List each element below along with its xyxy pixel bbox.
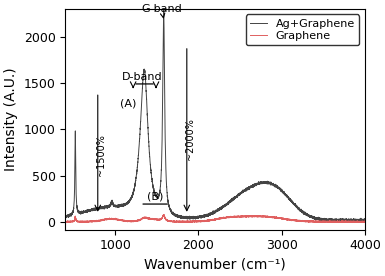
Line: Graphene: Graphene	[65, 214, 365, 222]
Ag+Graphene	[240, 190, 245, 194]
Ag+Graphene	[78, 211, 83, 214]
Graphene	[253, 214, 258, 218]
Ag+Graphene	[363, 218, 367, 221]
Graphene	[363, 220, 367, 224]
Graphene	[285, 217, 290, 221]
Ag+Graphene	[63, 214, 68, 218]
Text: (B): (B)	[147, 191, 163, 201]
Text: ~1500%: ~1500%	[96, 134, 106, 176]
Text: ~2000%: ~2000%	[185, 118, 195, 160]
Text: (A): (A)	[121, 98, 137, 108]
Graphene	[161, 213, 166, 216]
Ag+Graphene	[171, 212, 176, 216]
Graphene	[63, 220, 68, 224]
Ag+Graphene	[301, 211, 306, 214]
Ag+Graphene	[161, 9, 166, 12]
Graphene	[64, 221, 69, 224]
Graphene	[172, 219, 176, 223]
Legend: Ag+Graphene, Graphene: Ag+Graphene, Graphene	[246, 14, 359, 46]
Text: D-band: D-band	[122, 72, 162, 82]
Graphene	[240, 214, 245, 217]
Graphene	[78, 220, 83, 223]
Line: Ag+Graphene: Ag+Graphene	[65, 10, 365, 222]
Graphene	[301, 219, 306, 222]
Ag+Graphene	[285, 195, 290, 198]
Ag+Graphene	[338, 220, 343, 224]
Text: G-band: G-band	[141, 4, 182, 18]
Y-axis label: Intensity (A.U.): Intensity (A.U.)	[4, 67, 18, 171]
X-axis label: Wavenumber (cm⁻¹): Wavenumber (cm⁻¹)	[144, 258, 286, 272]
Ag+Graphene	[253, 183, 258, 186]
